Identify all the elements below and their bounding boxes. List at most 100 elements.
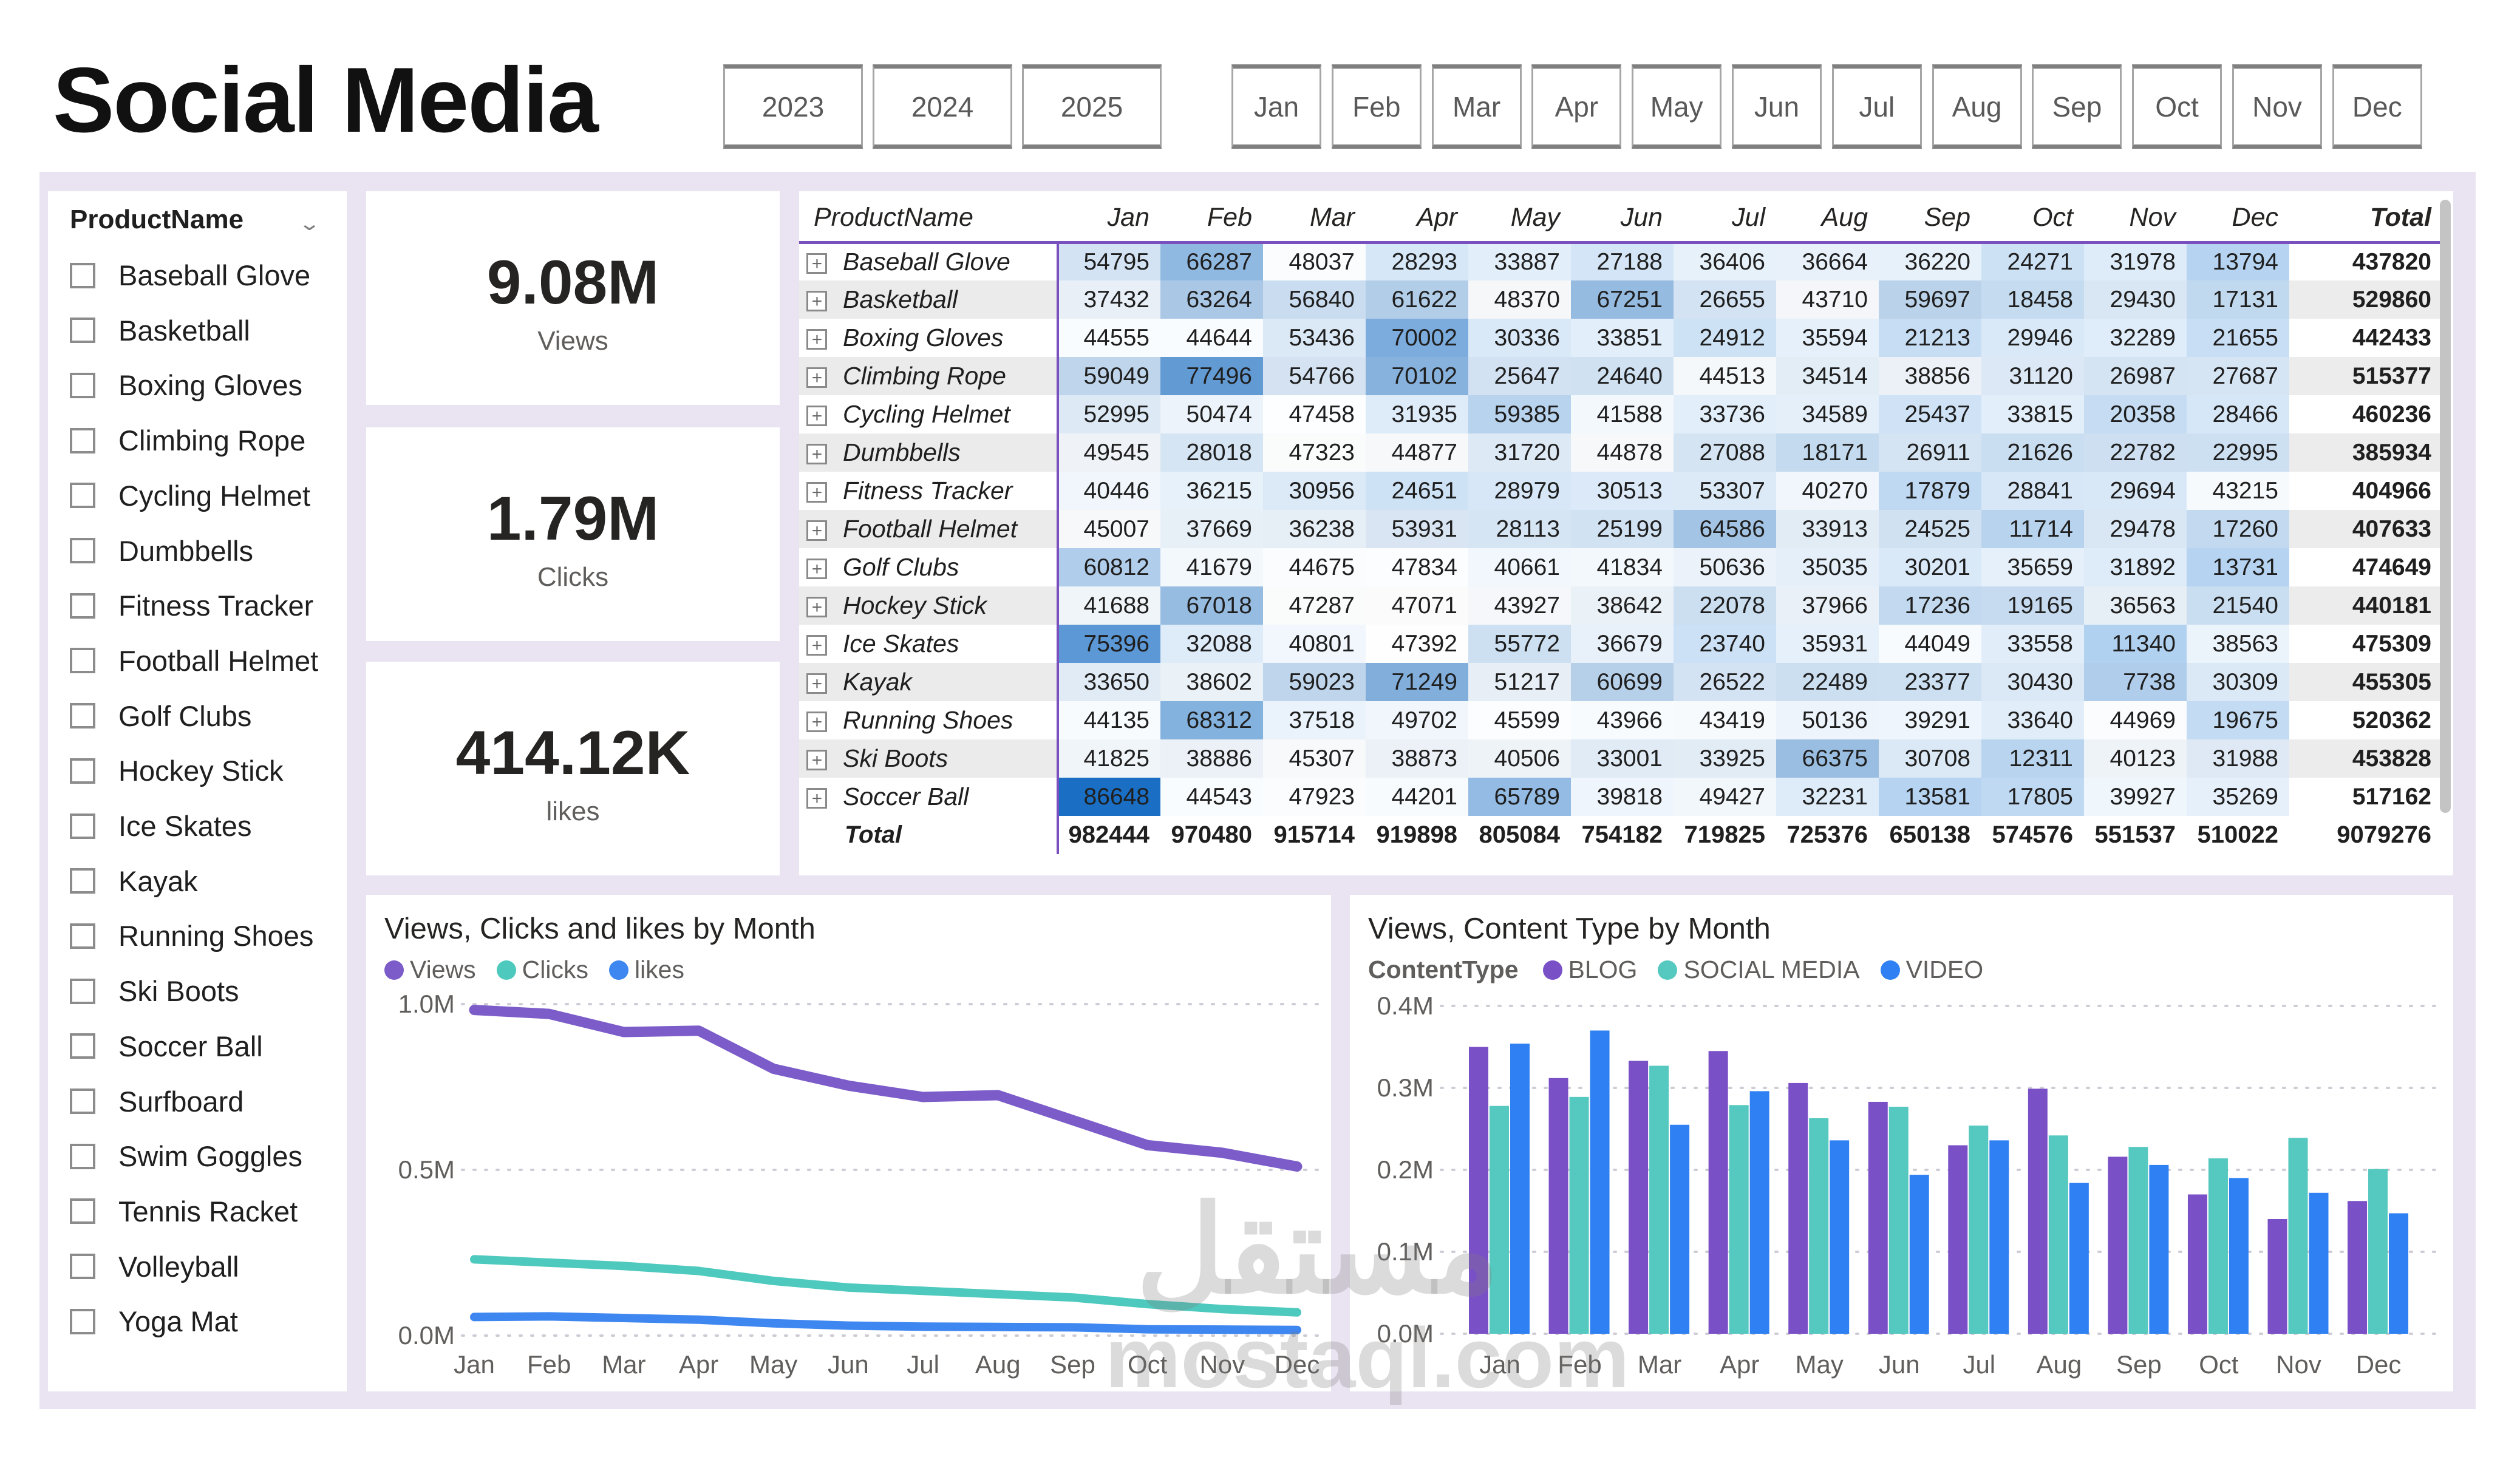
slicer-item-label: Football Helmet [118,644,319,677]
checkbox[interactable] [70,427,95,453]
month-button-jun[interactable]: Jun [1732,64,1822,149]
chevron-down-icon[interactable]: ⌄ [298,212,321,235]
slicer-item-surfboard[interactable]: Surfboard [70,1074,243,1129]
checkbox[interactable] [70,758,95,784]
checkbox[interactable] [70,1308,95,1334]
expand-icon[interactable]: + [806,559,827,580]
matrix-row-label: Dumbbells [843,438,961,466]
matrix-header-jun: Jun [1620,203,1663,233]
checkbox[interactable] [70,538,95,563]
legend-item-video[interactable]: VIDEO [1880,956,1983,984]
slicer-item-basketball[interactable]: Basketball [70,303,250,358]
month-button-feb[interactable]: Feb [1331,64,1422,149]
matrix-cell: 66287 [1160,242,1263,280]
year-button-2025[interactable]: 2025 [1022,64,1162,149]
expand-icon[interactable]: + [806,712,827,733]
slicer-item-fitness-tracker[interactable]: Fitness Tracker [70,578,313,633]
month-button-apr[interactable]: Apr [1531,64,1622,149]
slicer-item-running-shoes[interactable]: Running Shoes [70,908,313,963]
table-row: + Ice Skates 75396 32088 40801 47392 55772 3667… [799,625,2442,663]
matrix-cell: 41834 [1571,548,1674,586]
expand-icon[interactable]: + [806,291,827,312]
legend-item-clicks[interactable]: Clicks [496,956,588,984]
checkbox[interactable] [70,923,95,949]
checkbox[interactable] [70,1089,95,1114]
expand-icon[interactable]: + [806,597,827,618]
matrix-cell: 44201 [1366,778,1468,816]
matrix-cell: 21540 [2187,586,2289,625]
checkbox[interactable] [70,978,95,1004]
expand-icon[interactable]: + [806,482,827,503]
month-button-jul[interactable]: Jul [1831,64,1922,149]
month-button-jan[interactable]: Jan [1231,64,1321,149]
slicer-item-boxing-gloves[interactable]: Boxing Gloves [70,358,302,413]
month-button-oct[interactable]: Oct [2132,64,2222,149]
legend-item-blog[interactable]: BLOG [1542,956,1637,984]
slicer-item-golf-clubs[interactable]: Golf Clubs [70,688,251,744]
slicer-item-volleyball[interactable]: Volleyball [70,1239,239,1294]
checkbox[interactable] [70,1198,95,1224]
matrix-header-nov: Nov [2129,203,2176,233]
matrix-total-cell: 754182 [1581,821,1663,848]
expand-icon[interactable]: + [806,750,827,771]
slicer-item-tennis-racket[interactable]: Tennis Racket [70,1184,298,1239]
expand-icon[interactable]: + [806,444,827,465]
expand-icon[interactable]: + [806,253,827,274]
month-button-aug[interactable]: Aug [1932,64,2022,149]
month-button-may[interactable]: May [1632,64,1722,149]
legend-item-social-media[interactable]: SOCIAL MEDIA [1658,956,1860,984]
slicer-item-cycling-helmet[interactable]: Cycling Helmet [70,468,310,523]
checkbox[interactable] [70,593,95,619]
expand-icon[interactable]: + [806,329,827,350]
matrix-cell: 30201 [1879,548,1981,586]
expand-icon[interactable]: + [806,520,827,542]
matrix-cell: 54795 [1058,242,1160,280]
checkbox[interactable] [70,1033,95,1059]
month-button-dec[interactable]: Dec [2332,64,2422,149]
matrix-row-label: Football Helmet [843,515,1018,543]
slicer-item-ice-skates[interactable]: Ice Skates [70,798,251,854]
expand-icon[interactable]: + [806,635,827,656]
kpi-value-likes: 414.12K [455,718,690,787]
kpi-label-clicks: Clicks [537,562,609,592]
checkbox[interactable] [70,318,95,344]
checkbox[interactable] [70,868,95,894]
svg-text:Mar: Mar [602,1350,645,1379]
checkbox[interactable] [70,648,95,674]
matrix-cell: 34589 [1776,395,1879,433]
month-button-mar[interactable]: Mar [1431,64,1522,149]
matrix-cell: 27687 [2187,357,2289,395]
legend-item-likes[interactable]: likes [608,956,684,984]
checkbox[interactable] [70,813,95,839]
slicer-item-soccer-ball[interactable]: Soccer Ball [70,1019,263,1074]
slicer-item-kayak[interactable]: Kayak [70,854,198,909]
year-button-2023[interactable]: 2023 [723,64,863,149]
expand-icon[interactable]: + [806,367,827,389]
checkbox[interactable] [70,483,95,509]
checkbox[interactable] [70,703,95,729]
svg-text:Apr: Apr [679,1350,718,1379]
expand-icon[interactable]: + [806,406,827,427]
expand-icon[interactable]: + [806,788,827,809]
checkbox[interactable] [70,1143,95,1169]
slicer-item-climbing-rope[interactable]: Climbing Rope [70,413,305,468]
month-button-nov[interactable]: Nov [2232,64,2322,149]
matrix-row-label: Cycling Helmet [843,400,1010,428]
slicer-item-yoga-mat[interactable]: Yoga Mat [70,1294,238,1349]
checkbox[interactable] [70,372,95,398]
matrix-cell: 37518 [1263,701,1366,739]
matrix-scrollbar[interactable] [2440,200,2451,813]
legend-item-views[interactable]: Views [384,956,476,984]
slicer-item-ski-boots[interactable]: Ski Boots [70,963,239,1019]
slicer-item-swim-goggles[interactable]: Swim Goggles [70,1129,302,1184]
slicer-item-baseball-glove[interactable]: Baseball Glove [70,248,310,303]
checkbox[interactable] [70,1254,95,1280]
slicer-item-dumbbells[interactable]: Dumbbells [70,523,253,579]
year-button-2024[interactable]: 2024 [873,64,1012,149]
matrix-cell: 31935 [1366,395,1468,433]
month-button-sep[interactable]: Sep [2032,64,2122,149]
expand-icon[interactable]: + [806,673,827,695]
checkbox[interactable] [70,262,95,288]
slicer-item-hockey-stick[interactable]: Hockey Stick [70,743,284,798]
slicer-item-football-helmet[interactable]: Football Helmet [70,633,318,688]
